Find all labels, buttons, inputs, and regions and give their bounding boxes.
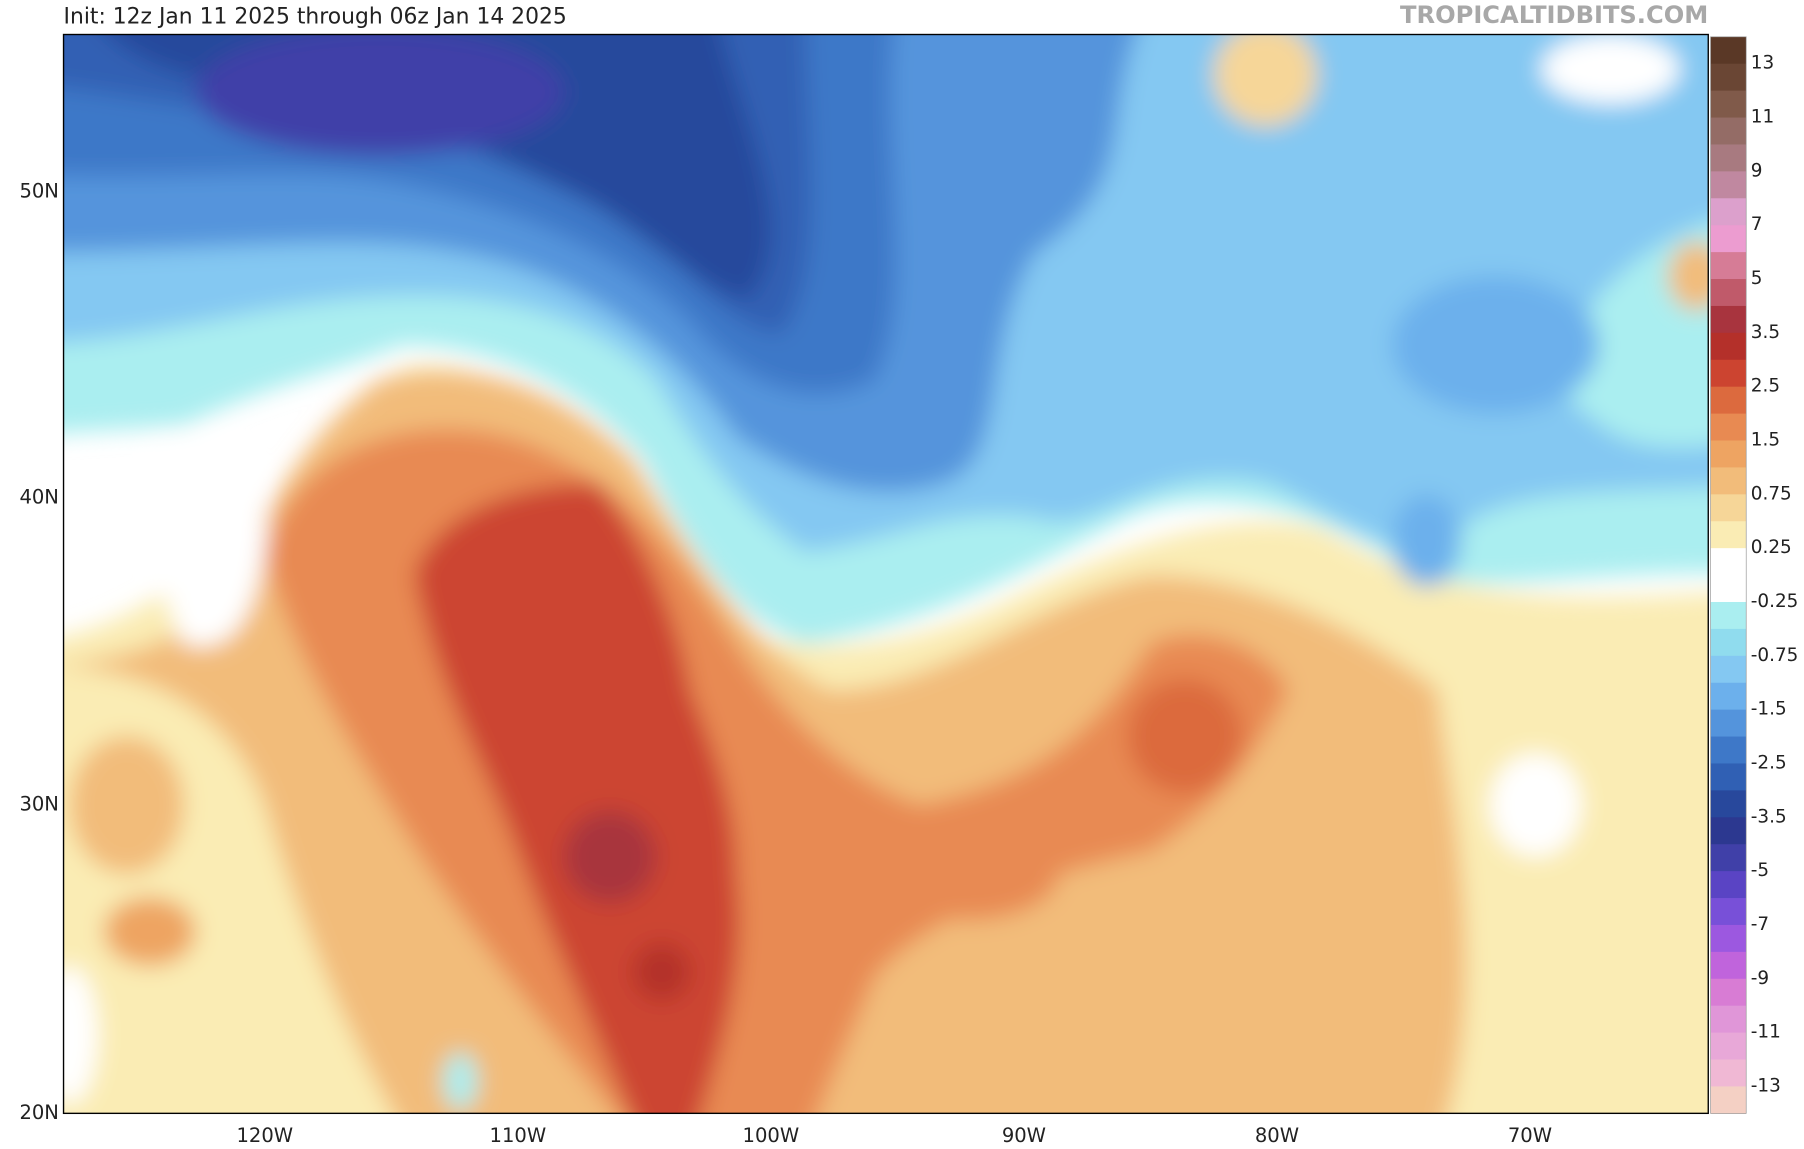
colorbar-swatch [1710, 978, 1747, 1007]
colorbar-label: 0.75 [1751, 483, 1792, 504]
watermark: TROPICALTIDBITS.COM [1400, 1, 1708, 29]
colorbar-swatch [1710, 924, 1747, 953]
lat-label: 40N [19, 486, 59, 509]
header-title: Init: 12z Jan 11 2025 through 06z Jan 14… [64, 4, 567, 29]
colorbar-label: -3.5 [1751, 806, 1787, 827]
colorbar-swatch [1710, 279, 1747, 307]
colorbar-swatch [1710, 494, 1747, 522]
colorbar-label: 3.5 [1751, 322, 1780, 343]
lat-label: 50N [19, 180, 59, 203]
colorbar-swatch [1710, 198, 1747, 226]
colorbar-label: 2.5 [1751, 376, 1780, 397]
colorbar-swatch [1710, 736, 1747, 765]
colorbar-swatch [1710, 951, 1747, 980]
lon-label: 100W [743, 1124, 800, 1147]
colorbar-swatch [1710, 817, 1747, 845]
colorbar-label: -0.25 [1751, 591, 1799, 612]
colorbar-label: -7 [1751, 914, 1769, 935]
colorbar-swatch [1710, 305, 1747, 334]
colorbar-label: -1.5 [1751, 699, 1787, 720]
colorbar-swatch [1710, 682, 1747, 711]
colorbar-label: 7 [1751, 214, 1763, 235]
colorbar-label: 5 [1751, 268, 1763, 289]
colorbar-swatch [1710, 871, 1747, 899]
colorbar-swatch [1710, 117, 1747, 146]
colorbar-swatch [1710, 225, 1747, 253]
colorbar-swatch [1710, 844, 1747, 872]
colorbar-swatch [1710, 898, 1747, 926]
colorbar-swatch [1710, 144, 1747, 172]
colorbar-swatch [1710, 1032, 1747, 1061]
colorbar-swatch [1710, 440, 1747, 468]
lon-label: 80W [1255, 1124, 1299, 1147]
colorbar-swatch [1710, 386, 1747, 415]
lon-label: 70W [1508, 1124, 1552, 1147]
colorbar-swatch [1710, 601, 1747, 630]
colorbar-label: 9 [1751, 160, 1763, 181]
colorbar-swatch [1710, 628, 1747, 657]
colorbar-label: 11 [1751, 107, 1774, 128]
colorbar-swatch [1710, 252, 1747, 280]
colorbar-label: -0.75 [1751, 645, 1799, 666]
colorbar-swatch [1710, 413, 1747, 442]
colorbar-label: 1.5 [1751, 430, 1780, 451]
lat-label: 20N [19, 1101, 59, 1124]
colorbar-swatch [1710, 90, 1747, 119]
colorbar-swatch [1710, 655, 1747, 684]
colorbar-swatch [1710, 521, 1747, 549]
colorbar: 13 11 9 7 5 3.5 2.5 1.5 0.75 0.25 -0.25 -0.75 -1.5 -2… [1710, 36, 1799, 1114]
colorbar-swatch [1710, 709, 1747, 738]
colorbar-swatch [1710, 1005, 1747, 1034]
colorbar-swatch [1710, 548, 1747, 576]
map-frame [62, 33, 1709, 1115]
colorbar-swatch [1710, 36, 1747, 65]
lon-label: 110W [490, 1124, 547, 1147]
colorbar-swatch [1710, 763, 1747, 791]
colorbar-swatch [1710, 1059, 1747, 1088]
colorbar-label: -9 [1751, 968, 1769, 989]
colorbar-label: -13 [1751, 1075, 1781, 1096]
colorbar-swatch [1710, 1086, 1747, 1114]
colorbar-swatch [1710, 171, 1747, 199]
colorbar-swatch [1710, 63, 1747, 92]
colorbar-label: -11 [1751, 1022, 1781, 1043]
colorbar-label: -5 [1751, 860, 1769, 881]
colorbar-swatch [1710, 575, 1747, 603]
colorbar-frame [1710, 36, 1747, 1114]
colorbar-swatch [1710, 359, 1747, 388]
axis-labels: 50N 40N 30N 20N 120W 110W 100W 90W 80W 70W [19, 180, 1552, 1147]
colorbar-swatch [1710, 332, 1747, 361]
colorbar-label: -2.5 [1751, 752, 1787, 773]
lon-label: 120W [236, 1124, 293, 1147]
colorbar-label: 0.25 [1751, 537, 1792, 558]
colorbar-label: 13 [1751, 53, 1774, 74]
lon-label: 90W [1002, 1124, 1046, 1147]
lat-label: 30N [19, 793, 59, 816]
colorbar-swatch [1710, 790, 1747, 818]
colorbar-swatch [1710, 467, 1747, 495]
